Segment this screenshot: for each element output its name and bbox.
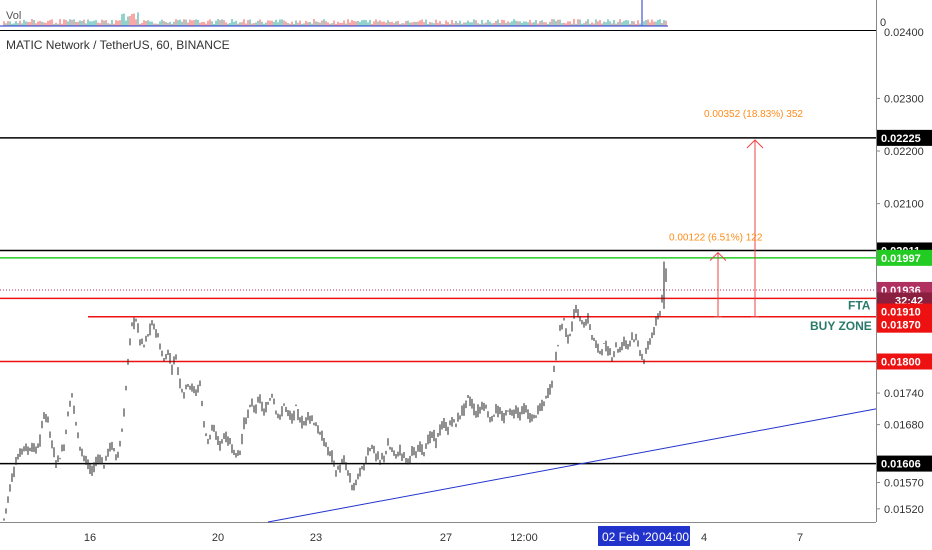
price-label-text: 0.01997 [881, 253, 921, 265]
price-label-bg [877, 249, 932, 266]
price-label-text: 0.01910 [881, 307, 921, 319]
time-tick-label: 16 [84, 532, 96, 544]
price-tick-label: 0.01570 [884, 478, 924, 490]
price-label-text: 0.01606 [881, 459, 921, 471]
price-label-bg [877, 455, 932, 472]
price-label[interactable]: 0.01606 [877, 455, 932, 472]
price-tick-label: 0.02300 [884, 93, 924, 105]
price-tick-label: 0.02400 [884, 27, 924, 39]
time-cursor-date: 02 Feb '20 [602, 530, 659, 544]
trend-line[interactable] [267, 408, 877, 523]
time-tick-label: 27 [440, 532, 452, 544]
price-label-text: 0.02225 [881, 133, 921, 145]
volume-axis-value: 0 [880, 17, 886, 29]
symbol-title[interactable]: MATIC Network / TetherUS, 60, BINANCE [6, 38, 230, 52]
target1-label: 0.00122 (6.51%) 122 [669, 232, 763, 243]
price-label-bg [877, 129, 932, 146]
time-tick-label: 7 [797, 532, 803, 544]
price-label[interactable]: 0.01800 [877, 353, 932, 370]
price-tick-label: 0.02200 [884, 146, 924, 158]
time-cursor-bg [598, 526, 690, 546]
fta-label: FTA [848, 298, 871, 312]
price-label-bg [877, 303, 932, 320]
volume-pane [0, 0, 668, 27]
price-label[interactable]: 0.01997 [877, 249, 932, 266]
price-label-text: 0.01870 [881, 320, 921, 332]
price-tick-label: 0.01680 [884, 420, 924, 432]
price-tick-label: 0.02100 [884, 199, 924, 211]
target2-label: 0.00352 (18.83%) 352 [704, 109, 803, 120]
price-tick-label: 0.01740 [884, 388, 924, 400]
buy-zone-label: BUY ZONE [810, 319, 872, 333]
price-label-bg [877, 316, 932, 333]
target-arrowhead [709, 251, 727, 261]
time-tick-label: 12:00 [510, 532, 538, 544]
price-label-text: 0.01800 [881, 357, 921, 369]
price-label-bg [877, 353, 932, 370]
time-tick-label: 4 [701, 532, 707, 544]
price-label[interactable]: 0.02225 [877, 129, 932, 146]
time-cursor-time: 04:00 [659, 530, 689, 544]
price-tick-label: 0.01520 [884, 504, 924, 516]
target-arrowhead [746, 139, 764, 149]
time-tick-label: 23 [310, 532, 322, 544]
time-tick-label: 20 [212, 532, 224, 544]
time-cursor-label[interactable]: 02 Feb '20 04:00 [598, 526, 690, 546]
price-label[interactable]: 0.01910 [877, 303, 932, 320]
price-label[interactable]: 0.01870 [877, 316, 932, 333]
volume-label: Vol [6, 10, 22, 22]
